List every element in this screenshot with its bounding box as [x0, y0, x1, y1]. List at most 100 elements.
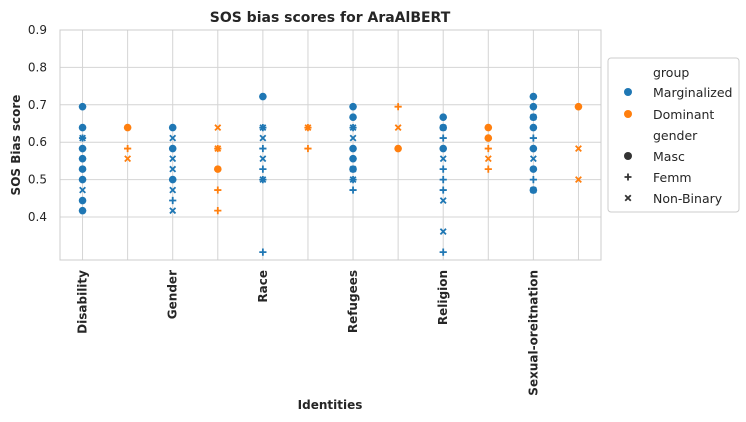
- data-point: [529, 165, 538, 173]
- data-point: [439, 228, 447, 236]
- data-points: [78, 92, 583, 256]
- legend-marker-non-binary: [624, 194, 632, 202]
- grid: [60, 29, 601, 260]
- data-point: [439, 124, 447, 132]
- legend-hue-title: group: [653, 65, 689, 80]
- data-point: [484, 155, 492, 163]
- x-tick-label: Gender: [166, 270, 180, 319]
- x-tick-label: Disability: [76, 270, 90, 334]
- data-point: [439, 248, 447, 256]
- data-point: [259, 248, 267, 256]
- legend-marker-dominant: [624, 110, 632, 118]
- data-point: [349, 154, 357, 163]
- y-tick-label: 0.7: [28, 98, 47, 112]
- data-point: [259, 92, 267, 101]
- data-point: [439, 155, 447, 163]
- data-point: [484, 123, 493, 132]
- data-point: [124, 155, 132, 163]
- data-point: [169, 196, 177, 205]
- data-point: [529, 113, 537, 121]
- data-point: [78, 196, 87, 205]
- data-point: [214, 207, 222, 215]
- data-point: [574, 102, 583, 111]
- y-tick-label: 0.4: [28, 210, 47, 224]
- x-tick-label: Race: [256, 270, 270, 303]
- data-point: [78, 144, 87, 153]
- data-point: [529, 92, 538, 101]
- data-point: [484, 144, 492, 153]
- x-axis-label: Identities: [298, 398, 363, 412]
- legend-marker-masc: [624, 152, 632, 160]
- data-point: [439, 144, 448, 153]
- legend: group Marginalized Dominant gender Masc …: [607, 57, 740, 213]
- plot-frame: [59, 29, 602, 261]
- data-point: [214, 124, 222, 132]
- chart-title: SOS bias scores for AraAlBERT: [210, 10, 451, 26]
- legend-style-femm: Femm: [653, 170, 692, 185]
- data-point: [78, 206, 87, 215]
- data-point: [529, 186, 537, 194]
- data-point: [79, 134, 86, 142]
- data-point: [349, 176, 357, 184]
- y-tick-label: 0.9: [28, 23, 47, 37]
- data-point: [529, 102, 538, 111]
- data-point: [529, 175, 537, 184]
- x-tick-labels: Disability Gender Race Refugees Religion Sexu…: [76, 270, 541, 396]
- data-point: [304, 124, 312, 132]
- data-point: [169, 186, 177, 194]
- data-point: [78, 175, 87, 184]
- y-tick-label: 0.5: [28, 173, 47, 187]
- data-point: [123, 123, 132, 132]
- data-point: [484, 134, 493, 142]
- data-point: [484, 165, 492, 173]
- legend-style-masc: Masc: [653, 149, 685, 164]
- data-point: [78, 165, 87, 173]
- data-point: [439, 134, 447, 142]
- data-point: [529, 123, 538, 132]
- data-point: [304, 144, 312, 153]
- y-tick-labels: 0.4 0.5 0.6 0.7 0.8 0.9: [28, 23, 47, 224]
- data-point: [349, 102, 357, 111]
- data-point: [349, 144, 357, 153]
- legend-box: [607, 57, 740, 213]
- data-point: [169, 155, 177, 163]
- data-point: [349, 165, 357, 173]
- data-point: [439, 165, 447, 173]
- data-point: [349, 124, 357, 132]
- data-point: [394, 103, 402, 111]
- y-tick-label: 0.8: [28, 60, 47, 74]
- data-point: [529, 134, 537, 142]
- data-point: [124, 144, 132, 153]
- data-point: [168, 123, 177, 132]
- data-point: [439, 175, 447, 184]
- data-point: [168, 175, 177, 184]
- data-point: [439, 197, 447, 204]
- data-point: [439, 186, 447, 194]
- data-point: [349, 186, 357, 194]
- data-point: [78, 154, 87, 163]
- data-point: [169, 207, 177, 215]
- data-point: [259, 176, 267, 184]
- x-tick-label: Refugees: [346, 270, 360, 333]
- x-tick-label: Sexual-oreitnation: [526, 270, 540, 396]
- legend-hue-marginalized: Marginalized: [653, 85, 733, 100]
- data-point: [349, 113, 357, 121]
- data-point: [259, 165, 267, 173]
- data-point: [529, 155, 537, 163]
- data-point: [169, 165, 177, 173]
- data-point: [259, 124, 267, 132]
- legend-style-non-binary: Non-Binary: [653, 191, 723, 206]
- data-point: [78, 123, 87, 132]
- data-point: [259, 155, 267, 163]
- data-point: [529, 144, 537, 153]
- data-point: [259, 134, 267, 142]
- data-point: [575, 176, 582, 184]
- data-point: [214, 145, 222, 152]
- data-point: [575, 145, 582, 152]
- data-point: [79, 186, 86, 194]
- data-point: [168, 144, 177, 153]
- data-point: [214, 186, 222, 194]
- y-axis-label: SOS Bias score: [9, 95, 23, 196]
- data-point: [78, 102, 87, 111]
